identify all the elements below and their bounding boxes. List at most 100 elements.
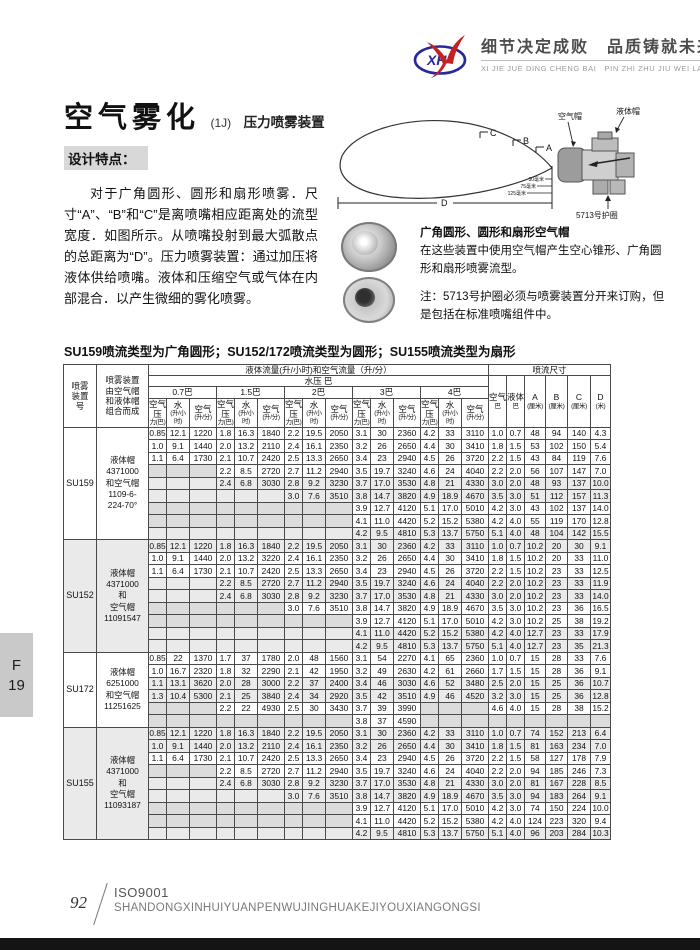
value-cell: 2940	[325, 576, 353, 591]
value-cell: 2.4	[284, 439, 303, 453]
retainer-note: 注：5713号护圈必须与喷雾装置分开来订购，但是包括在标准喷嘴组件中。	[420, 291, 665, 321]
dim-75mm: 75毫米	[520, 183, 536, 190]
value-cell: 10.2	[524, 589, 546, 603]
value-cell: 2.2	[488, 751, 507, 766]
value-cell: 4.2	[488, 626, 507, 641]
value-cell: 3110	[461, 539, 489, 553]
value-cell: 21	[438, 589, 462, 603]
value-cell: 4810	[393, 526, 421, 541]
value-cell: 12.7	[370, 501, 394, 516]
value-cell	[148, 714, 167, 728]
value-cell: 1.0	[148, 739, 167, 753]
value-cell: 2.0	[506, 589, 525, 603]
value-cell: 2.1	[284, 664, 303, 678]
value-cell: 3510	[325, 601, 353, 616]
value-cell: 4330	[461, 776, 489, 791]
value-cell: 2.8	[284, 476, 303, 491]
value-cell: 119	[567, 451, 591, 466]
value-cell	[166, 789, 190, 803]
value-cell: 3.1	[352, 726, 371, 741]
value-cell: 15.2	[590, 701, 611, 716]
header-sub: 空气压 力(巴)	[284, 397, 303, 428]
value-cell	[284, 639, 303, 653]
value-cell: 1.0	[488, 539, 507, 553]
value-cell: 4.0	[506, 701, 525, 716]
value-cell: 6.8	[234, 589, 258, 603]
value-cell: 1.5	[506, 751, 525, 766]
value-cell: 56	[524, 464, 546, 478]
value-cell: 7.0	[590, 739, 611, 753]
value-cell	[166, 826, 190, 841]
value-cell: 46	[438, 689, 462, 703]
value-cell	[148, 614, 167, 628]
header-device-no: 喷雾 装置号	[63, 364, 97, 428]
device-id-cell: SU159	[63, 426, 97, 541]
value-cell: 30	[370, 539, 394, 553]
value-cell	[234, 814, 258, 828]
value-cell: 2650	[393, 439, 421, 453]
table-row: 1.3 10.4 5300 2.1 25 3840 2.4 34 2920 3.5 42 3510 4.…	[64, 689, 611, 703]
value-cell: 17.9	[590, 626, 611, 641]
value-cell: 9.1	[166, 739, 190, 753]
value-cell	[302, 626, 326, 641]
value-cell	[216, 501, 235, 516]
value-cell	[302, 639, 326, 653]
value-cell: 19.7	[370, 464, 394, 478]
value-cell	[216, 714, 235, 728]
value-cell: 2.2	[488, 464, 507, 478]
value-cell	[148, 776, 167, 791]
value-cell: 94	[545, 426, 568, 441]
value-cell: 5010	[461, 614, 489, 628]
value-cell: 33	[438, 726, 462, 741]
header-sub: 空气 (升/分)	[325, 397, 353, 428]
value-cell: 2400	[325, 676, 353, 691]
value-cell: 2.2	[284, 426, 303, 441]
value-cell: 1.0	[488, 651, 507, 666]
value-cell: 11.0	[370, 514, 394, 528]
value-cell: 213	[567, 726, 591, 741]
value-cell: 142	[567, 526, 591, 541]
value-cell: 3.0	[506, 489, 525, 503]
value-cell: 4.1	[352, 626, 371, 641]
value-cell: 2920	[325, 689, 353, 703]
value-cell: 2050	[325, 426, 353, 441]
value-cell	[302, 826, 326, 841]
value-cell: 2110	[257, 439, 285, 453]
value-cell	[148, 489, 167, 503]
value-cell: 35	[567, 639, 591, 653]
value-cell: 3230	[325, 589, 353, 603]
value-cell: 3.1	[352, 651, 371, 666]
value-cell: 19.7	[370, 764, 394, 778]
value-cell: 3.2	[352, 664, 371, 678]
value-cell	[166, 501, 190, 516]
value-cell: 14.7	[370, 601, 394, 616]
title-row: 空气雾化 (1J) 压力喷雾装置	[64, 94, 325, 136]
value-cell	[166, 476, 190, 491]
value-cell: 1.1	[148, 676, 167, 691]
value-cell: 4120	[393, 614, 421, 628]
value-cell: 9.1	[590, 789, 611, 803]
value-cell: 5010	[461, 501, 489, 516]
value-cell: 30	[438, 739, 462, 753]
value-cell: 28	[234, 676, 258, 691]
value-cell: 2940	[393, 451, 421, 466]
value-cell: 1.8	[488, 551, 507, 566]
value-cell: 3.5	[488, 789, 507, 803]
value-cell: 2720	[257, 464, 285, 478]
value-cell: 5.1	[420, 614, 439, 628]
value-cell: 3.0	[488, 476, 507, 491]
value-cell	[284, 814, 303, 828]
value-cell	[166, 714, 190, 728]
value-cell	[257, 639, 285, 653]
value-cell: 12.8	[590, 514, 611, 528]
device-id-cell: SU172	[63, 651, 97, 728]
value-cell: 4.2	[420, 726, 439, 741]
value-cell	[234, 626, 258, 641]
value-cell: 10.2	[524, 539, 546, 553]
header-cap-combo: 喷雾装置 由空气帽 和液体帽 组合而成	[96, 364, 149, 428]
value-cell: 5.1	[488, 826, 507, 841]
value-cell: 104	[545, 526, 568, 541]
value-cell	[148, 814, 167, 828]
value-cell: 2360	[393, 539, 421, 553]
air-cap-arrowhead	[571, 141, 576, 147]
